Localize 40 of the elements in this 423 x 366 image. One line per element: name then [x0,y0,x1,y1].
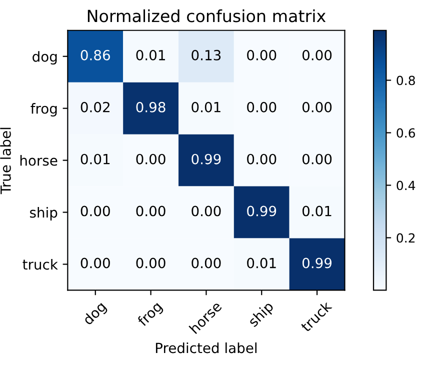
data-label: 0.98 [136,102,166,112]
data-label: 0.00 [192,258,221,268]
y-tick-label: ship [30,207,58,220]
color-bar-label: 0.2 [396,233,415,243]
y-tick-label: truck [22,258,58,270]
data-label: 0.13 [192,50,221,60]
y-tick-label: horse [20,155,58,166]
data-label: 0.01 [302,206,332,216]
color-bar-label: 0.8 [396,76,415,86]
data-label: 0.00 [80,206,110,216]
x-tick-label: dog [82,300,108,328]
chart-title: Normalized confusion matrix [88,9,326,22]
data-label: 0.00 [247,154,276,164]
data-label: 0.00 [302,154,332,164]
color-bar-label: 0.4 [396,180,416,190]
data-label: 0.00 [192,206,221,216]
data-label: 0.86 [80,50,110,60]
data-label: 0.00 [136,258,166,268]
data-label: 0.01 [136,50,165,60]
data-label: 0.99 [192,154,221,164]
data-label: 0.00 [247,50,276,60]
x-tick-label: frog [136,300,164,329]
data-label: 0.00 [80,258,110,268]
x-tick-label: ship [247,300,276,330]
data-label: 0.00 [302,102,332,112]
data-label: 0.00 [302,50,332,60]
color-bar-label: 0.6 [396,128,416,138]
y-tick-label: frog [30,103,57,116]
data-label: 0.99 [247,206,276,216]
data-label: 0.02 [80,102,110,112]
y-tick-label: dog [32,51,57,65]
data-label: 0.01 [247,258,276,268]
data-label: 0.00 [136,206,166,216]
data-label: 0.00 [247,102,276,112]
data-label: 0.01 [80,154,110,164]
y-axis-title: True label [0,128,11,194]
data-label: 0.00 [136,154,166,164]
x-axis-title: Predicted label [156,342,257,354]
data-label: 0.99 [302,258,332,268]
data-label: 0.01 [192,102,220,112]
